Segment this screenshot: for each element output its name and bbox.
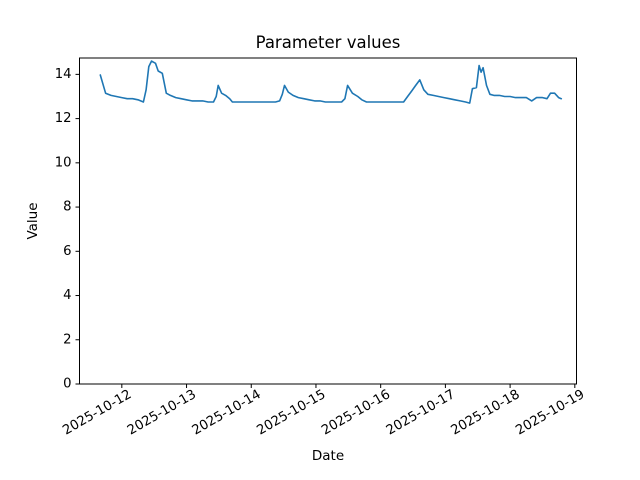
y-axis-tick-label: 4: [63, 288, 71, 303]
y-axis-tick-label: 14: [55, 67, 72, 82]
data-series-line: [99, 60, 563, 104]
y-axis-label: Value: [25, 202, 41, 239]
y-axis-tick-label: 2: [63, 332, 71, 347]
chart-title: Parameter values: [256, 33, 401, 52]
x-axis-label: Date: [312, 448, 344, 464]
y-axis-tick-label: 8: [63, 200, 71, 215]
plot-frame: [79, 57, 577, 385]
x-axis-tick-label: 2025-10-18: [449, 387, 523, 438]
y-axis-tick-label: 12: [55, 111, 72, 126]
x-axis-tick-label: 2025-10-13: [125, 387, 199, 438]
x-axis-tick-label: 2025-10-15: [254, 387, 328, 438]
y-axis-tick-label: 0: [63, 377, 71, 392]
y-axis-tick-label: 6: [63, 244, 71, 259]
x-axis-tick-label: 2025-10-19: [513, 387, 587, 438]
x-axis-tick-label: 2025-10-16: [319, 387, 393, 438]
x-axis-tick-label: 2025-10-12: [60, 387, 134, 438]
y-axis-tick-label: 10: [55, 155, 72, 170]
x-axis-tick-label: 2025-10-14: [190, 387, 264, 438]
plot-area: 024681012142025-10-122025-10-132025-10-1…: [55, 57, 587, 438]
x-axis-tick-label: 2025-10-17: [384, 387, 458, 438]
